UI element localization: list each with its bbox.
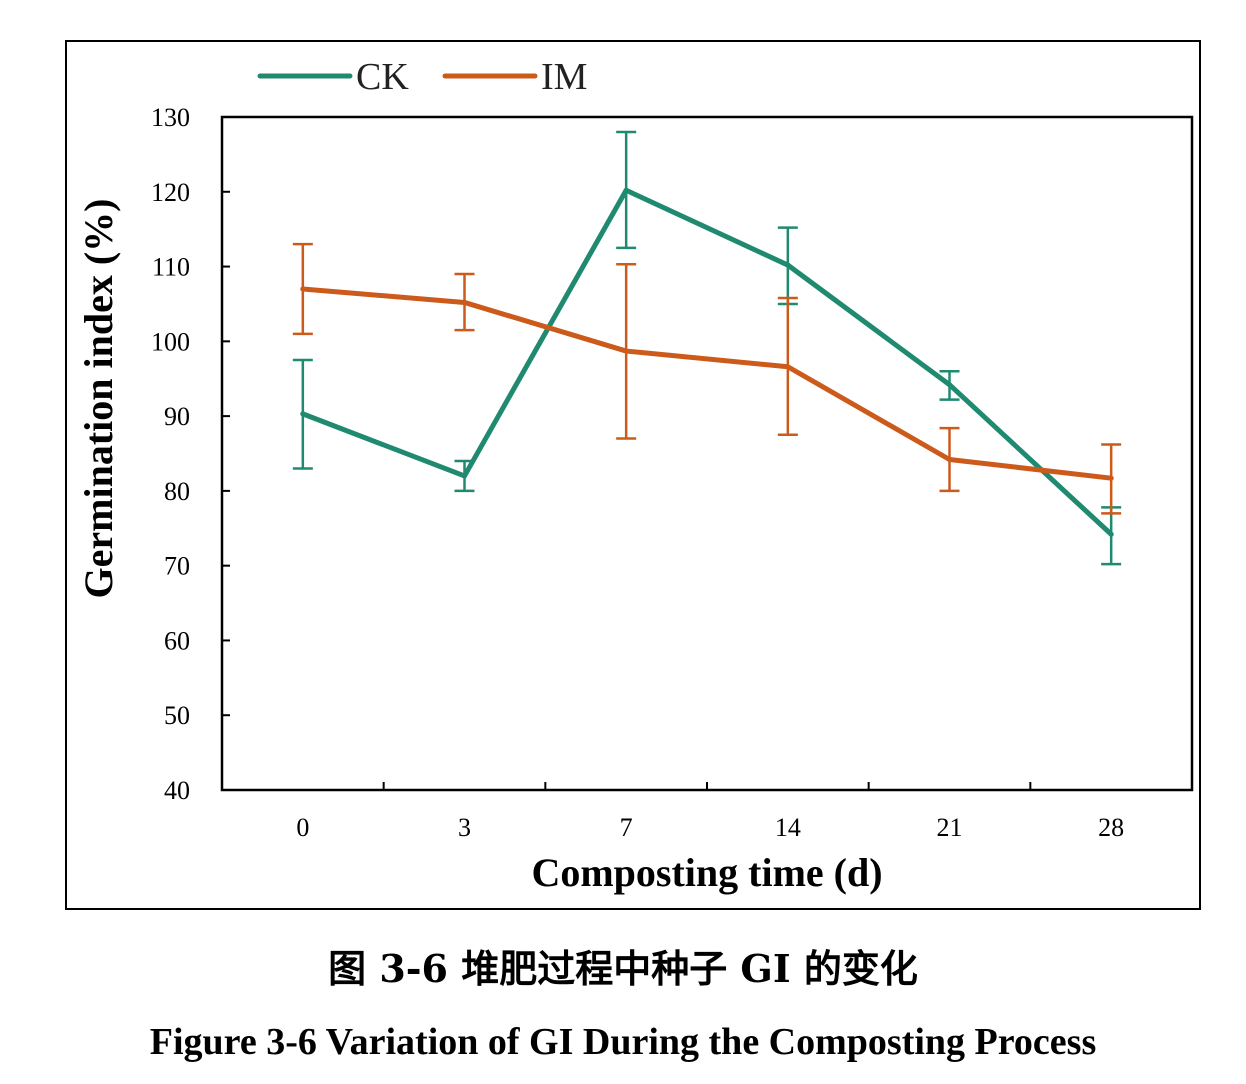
series-line-im	[300, 286, 1114, 481]
data-point-ck	[947, 382, 952, 388]
figure-caption-english: Figure 3-6 Variation of GI During the Co…	[149, 1021, 1097, 1063]
y-tick-label: 40	[164, 776, 190, 805]
y-tick-label: 130	[151, 103, 190, 132]
y-tick-label: 100	[151, 327, 190, 356]
y-tick-label: 60	[164, 626, 190, 655]
chart-frame	[65, 40, 1201, 910]
data-point-im	[1108, 475, 1114, 481]
legend-label-im: IM	[541, 56, 587, 98]
data-point-ck	[462, 473, 467, 479]
x-tick-label: 0	[296, 813, 309, 842]
y-tick-label: 70	[164, 552, 190, 581]
y-tick-label: 110	[152, 253, 190, 282]
data-point-im	[623, 348, 629, 354]
y-tick-label: 90	[164, 402, 190, 431]
y-tick-label: 80	[164, 477, 190, 506]
data-point-ck	[1108, 531, 1114, 537]
y-axis-title: Germination index (%)	[76, 199, 121, 599]
x-axis-title: Composting time (d)	[531, 850, 882, 895]
x-tick-label: 14	[775, 813, 801, 842]
x-tick-label: 28	[1098, 813, 1124, 842]
legend-label-ck: CK	[356, 56, 409, 98]
gi-line-chart: 40 50 60 70 80 90 100 110 120 130 0 3 7 14 21 28 Compost…	[76, 56, 1194, 895]
data-point-im	[462, 299, 467, 305]
data-point-ck	[300, 411, 306, 417]
figure-caption-chinese: 图 3-6 堆肥过程中种子 GI 的变化	[328, 946, 918, 991]
data-point-im	[947, 456, 952, 462]
x-tick-label: 3	[458, 813, 471, 842]
y-tick-label: 50	[164, 701, 190, 730]
x-tick-label: 7	[620, 813, 633, 842]
series-line-ck	[300, 187, 1114, 537]
data-point-ck	[785, 262, 791, 268]
data-point-im	[785, 364, 791, 370]
plot-area-border	[220, 115, 1194, 792]
data-point-ck	[623, 187, 629, 193]
x-tick-label: 21	[937, 813, 963, 842]
data-point-im	[300, 286, 306, 292]
y-tick-label: 120	[151, 178, 190, 207]
